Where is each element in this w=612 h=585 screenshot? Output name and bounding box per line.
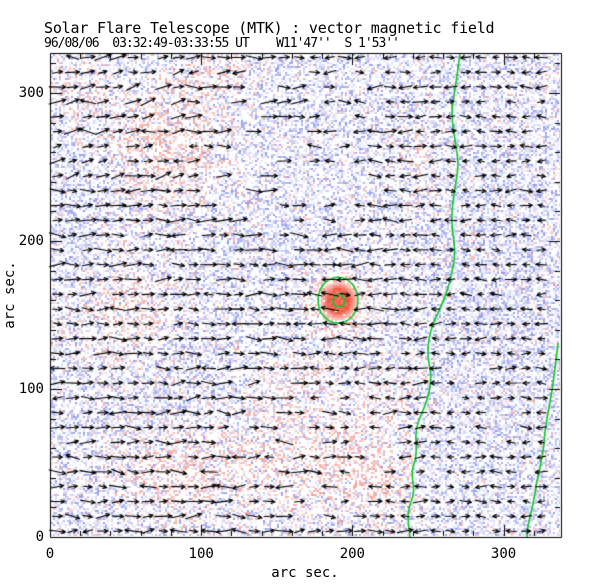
x-tick-label: 300 <box>490 546 517 562</box>
y-axis-label: arc sec. <box>2 261 18 329</box>
y-tick-label: 200 <box>18 232 44 249</box>
figure-title: Solar Flare Telescope (MTK) : vector mag… <box>44 19 495 37</box>
y-tick-label: 100 <box>18 380 44 397</box>
y-tick-label: 300 <box>18 84 44 101</box>
x-tick-label: 200 <box>339 546 365 562</box>
y-tick-label: 0 <box>35 529 44 545</box>
figure-subtitle-datetime-position: 96/08/06 03:32:49-03:33:55 UT W11'47'' S… <box>44 36 400 51</box>
x-tick-label: 0 <box>45 546 55 562</box>
x-tick-label: 100 <box>188 546 214 562</box>
x-axis-label: arc sec. <box>271 565 339 581</box>
